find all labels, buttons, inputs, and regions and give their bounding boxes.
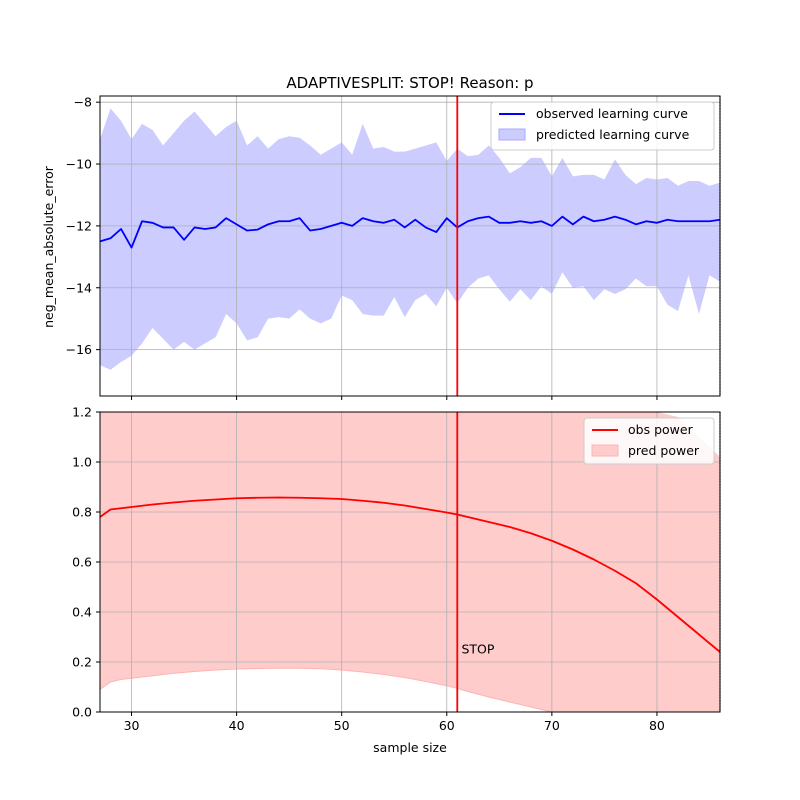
bottom-legend-band-swatch	[591, 444, 619, 457]
bottom-x-tick-label-80: 80	[649, 718, 665, 733]
top-band-area	[100, 108, 720, 370]
top-legend-predicted-label: predicted learning curve	[536, 127, 690, 142]
bottom-x-tick-label-30: 30	[124, 718, 140, 733]
bottom-legend-obs-power-label: obs power	[628, 422, 694, 437]
chart-title: ADAPTIVESPLIT: STOP! Reason: p	[286, 74, 533, 92]
bottom-y-tick-label-3: 0.6	[72, 555, 92, 570]
bottom-y-tick-label-4: 0.8	[72, 505, 92, 520]
bottom-legend-pred-power-label: pred power	[628, 443, 700, 458]
top-series-line	[99, 215, 721, 249]
panel-top: −16 −14 −12 −10 −8 neg_mean_absolute_error o…	[41, 95, 721, 400]
top-y-tick-label-0: −16	[66, 342, 92, 357]
stop-annotation: STOP	[461, 642, 494, 657]
top-axes-layer: −16 −14 −12 −10 −8	[66, 95, 721, 400]
bottom-lines-layer	[99, 412, 721, 712]
bottom-x-tick-label-70: 70	[544, 718, 560, 733]
top-legend-frame	[490, 101, 715, 151]
panel-bottom: 30 40 50 60 70 80 0.0 0.2 0.4 0.6 0.8 1.0 1.2 STOP s…	[72, 405, 721, 755]
bottom-x-tick-label-50: 50	[334, 718, 350, 733]
bottom-x-axis-label: sample size	[373, 740, 447, 755]
top-legend-band-swatch	[498, 128, 526, 141]
bottom-axes-layer: 30 40 50 60 70 80 0.0 0.2 0.4 0.6 0.8 1.0 1.2	[72, 405, 721, 733]
bottom-y-tick-label-1: 0.2	[72, 655, 92, 670]
bottom-y-tick-label-2: 0.4	[72, 605, 92, 620]
top-lines-layer	[99, 96, 721, 396]
bottom-x-tick-label-60: 60	[439, 718, 455, 733]
top-legend: observed learning curve predicted learni…	[490, 101, 715, 151]
top-y-axis-label: neg_mean_absolute_error	[41, 165, 56, 328]
bottom-x-tick-label-40: 40	[229, 718, 245, 733]
top-legend-observed-label: observed learning curve	[536, 106, 688, 121]
top-y-tick-label-2: −12	[66, 218, 92, 233]
bottom-y-tick-label-5: 1.0	[72, 455, 92, 470]
top-band-layer	[100, 108, 720, 370]
top-y-tick-label-3: −10	[66, 157, 92, 172]
top-y-tick-label-4: −8	[74, 95, 92, 110]
bottom-y-tick-label-6: 1.2	[72, 405, 92, 420]
bottom-series-line	[99, 496, 721, 653]
bottom-y-tick-label-0: 0.0	[72, 705, 92, 720]
top-y-tick-label-1: −14	[66, 280, 92, 295]
bottom-legend: obs power pred power	[583, 417, 715, 465]
